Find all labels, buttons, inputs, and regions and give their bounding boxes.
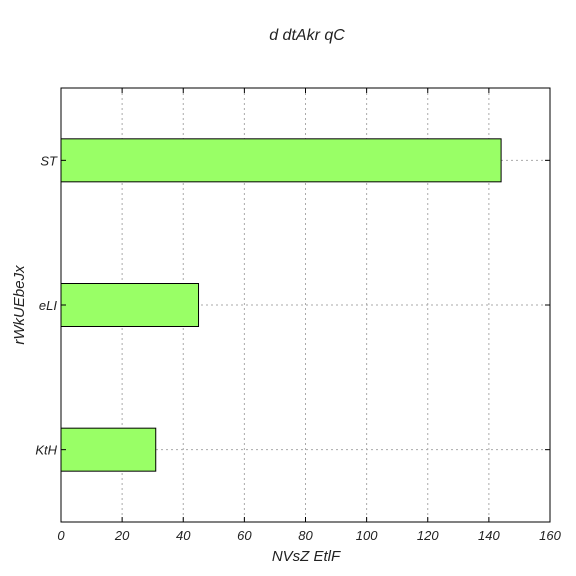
x-tick-label: 20 (114, 528, 130, 543)
x-tick-label: 60 (237, 528, 252, 543)
x-tick-label: 140 (478, 528, 500, 543)
y-tick-label: eLI (39, 298, 57, 313)
bar-ST (60, 138, 502, 183)
x-tick-label: 0 (57, 528, 65, 543)
x-tick-labels: 0 20 40 60 80 100 120 140 160 (57, 528, 561, 543)
axis-ticks (60, 88, 551, 522)
x-tick-label: 80 (298, 528, 313, 543)
x-axis-label: NVsZ EtlF (272, 548, 341, 565)
bar-eLI (60, 283, 200, 327)
y-tick-label: ST (40, 153, 58, 168)
x-tick-label: 100 (356, 528, 378, 543)
chart-title: d dtAkr qC (269, 27, 345, 44)
x-tick-label: 160 (539, 528, 561, 543)
bars (60, 138, 502, 472)
y-axis-label: rWkUEbeJx (11, 265, 28, 345)
bar-KtH (60, 427, 157, 472)
y-tick-labels: ST eLI KtH (35, 153, 58, 457)
y-tick-label: KtH (35, 443, 57, 458)
x-tick-label: 120 (417, 528, 439, 543)
x-tick-label: 40 (176, 528, 191, 543)
